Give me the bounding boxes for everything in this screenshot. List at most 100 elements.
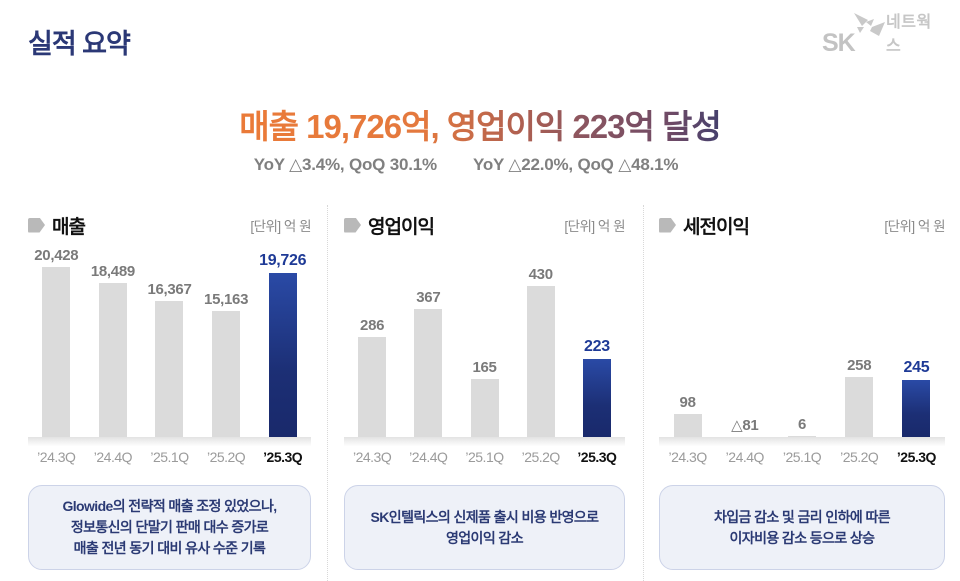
bar [42,267,71,437]
butterfly-icon [852,12,888,45]
panel-divider [327,205,328,581]
arrow-tag-icon [659,217,676,233]
chart-baseline [28,437,311,446]
bar-column: 16,367 [141,281,198,437]
subtitle-profit-yoy-qoq: YoY △22.0%, QoQ △48.1% [472,155,679,174]
bar-value-label: 223 [584,338,610,355]
bar-column: 286 [344,317,400,437]
bar-value-label: 18,489 [90,263,135,280]
bar-column: △81 [716,416,773,437]
bar-column: 6 [773,416,830,437]
bar-value-label: 286 [360,317,385,334]
bar-column: 223 [569,338,625,437]
note-box: SK인텔릭스의 신제품 출시 비용 반영으로 영업이익 감소 [344,485,625,570]
note-text: 차입금 감소 및 금리 인하에 따른 이자비용 감소 등으로 상승 [713,508,891,546]
bar-value-label: 367 [416,289,441,306]
bar-value-label: 20,428 [34,247,79,264]
highlight-bar [582,359,611,437]
x-axis-label: ’25.2Q [521,449,561,465]
bar-column: 18,489 [85,263,142,437]
x-axis-label: ’25.1Q [150,449,189,465]
x-axis: ’24.3Q ’24.4Q ’25.1Q ’25.2Q ’25.3Q [28,449,311,465]
bar [845,377,874,437]
bar [673,414,702,437]
highlight-bar [268,273,297,437]
panel-header: 영업이익 [단위] 억 원 [344,213,625,238]
bar-value-label: 19,726 [259,252,307,269]
x-axis-label: ’24.3Q [37,449,76,465]
panel-title: 영업이익 [368,216,435,238]
x-axis-label: ’24.3Q [668,449,707,465]
brand-text: 네트웍스 [886,14,932,55]
unit-label: [단위] 억 원 [884,219,945,234]
highlight-bar [902,380,931,437]
bar [155,301,184,437]
headline-subtitles: YoY △3.4%, QoQ 30.1% YoY △22.0%, QoQ △48… [0,155,946,175]
bar-chart: 286 367 165 430 223 [344,244,625,437]
note-box: 차입금 감소 및 금리 인하에 따른 이자비용 감소 등으로 상승 [659,485,945,570]
bar [98,283,127,437]
bar [414,309,443,437]
bar-value-label: △81 [731,417,759,434]
bar-value-label: 430 [528,266,553,283]
x-axis-label: ’25.1Q [465,449,504,465]
bar-column: 20,428 [28,247,85,437]
bar-column: 98 [659,394,716,437]
bar-chart: 98 △81 6 258 245 [659,244,945,437]
bar-column: 258 [831,357,888,437]
panel-header: 세전이익 [단위] 억 원 [659,213,945,238]
x-axis-label: ’24.4Q [93,449,133,465]
bar [212,311,241,437]
sk-logo-text: SK [822,29,856,57]
page-title: 실적 요약 [28,29,131,59]
bar-column: 430 [513,266,569,437]
bar-value-label: 165 [472,359,497,376]
panel-divider [643,205,644,581]
x-axis-label: ’24.4Q [409,449,448,465]
bar [358,337,387,437]
note-text: SK인텔릭스의 신제품 출시 비용 반영으로 영업이익 감소 [370,508,599,546]
x-axis-label: ’25.3Q [577,449,617,465]
x-axis-label: ’25.2Q [206,449,246,465]
x-axis-label: ’25.3Q [263,449,303,465]
bar-column: 245 [888,359,945,437]
x-axis-label: ’24.3Q [352,449,392,465]
bar-value-label: 16,367 [147,281,192,298]
bar-value-label: 258 [847,357,872,374]
x-axis-label: ’25.2Q [840,449,879,465]
bar-column: 367 [400,289,456,437]
panel-title: 매출 [52,216,86,238]
bar [788,436,816,437]
x-axis-label: ’24.4Q [725,449,765,465]
headline: 매출 19,726억, 영업이익 223억 달성 [0,100,960,148]
panel-header: 매출 [단위] 억 원 [28,213,311,238]
panel-title: 세전이익 [683,216,750,238]
arrow-tag-icon [28,217,45,233]
chart-baseline [659,437,945,446]
bar-value-label: 15,163 [204,291,249,308]
company-logo: SK 네트웍스 [822,13,940,60]
bar-column: 19,726 [254,252,311,437]
bar-value-label: 245 [903,359,930,376]
x-axis: ’24.3Q ’24.4Q ’25.1Q ’25.2Q ’25.3Q [659,449,945,465]
x-axis-label: ’25.1Q [782,449,822,465]
x-axis: ’24.3Q ’24.4Q ’25.1Q ’25.2Q ’25.3Q [344,449,625,465]
bar-value-label: 98 [679,394,696,411]
bar-chart: 20,428 18,489 16,367 15,163 19,726 [28,244,311,437]
bar-column: 165 [456,359,512,437]
x-axis-label: ’25.3Q [896,449,937,465]
bar-column: 15,163 [198,291,255,437]
chart-baseline [344,437,625,446]
arrow-tag-icon [344,217,361,233]
unit-label: [단위] 억 원 [250,219,311,234]
bar [526,286,555,437]
pretax-profit-chart-panel: 세전이익 [단위] 억 원 98 △81 6 258 245 ’24.3Q ’24.4Q’… [659,213,945,581]
note-text: Glowide의 전략적 매출 조정 있었으나, 정보통신의 단말기 판매 대수… [62,498,277,556]
revenue-chart-panel: 매출 [단위] 억 원 20,428 18,489 16,367 15,163 19,7… [28,213,311,581]
bar-value-label: 6 [797,416,807,433]
note-box: Glowide의 전략적 매출 조정 있었으나, 정보통신의 단말기 판매 대수… [28,485,311,570]
bar [470,379,499,437]
unit-label: [단위] 억 원 [564,219,625,234]
subtitle-revenue-yoy-qoq: YoY △3.4%, QoQ 30.1% [253,155,437,174]
